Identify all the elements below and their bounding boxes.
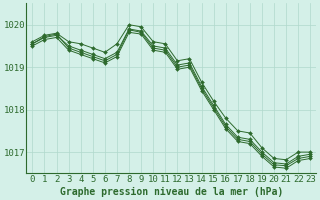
X-axis label: Graphe pression niveau de la mer (hPa): Graphe pression niveau de la mer (hPa) [60,186,283,197]
